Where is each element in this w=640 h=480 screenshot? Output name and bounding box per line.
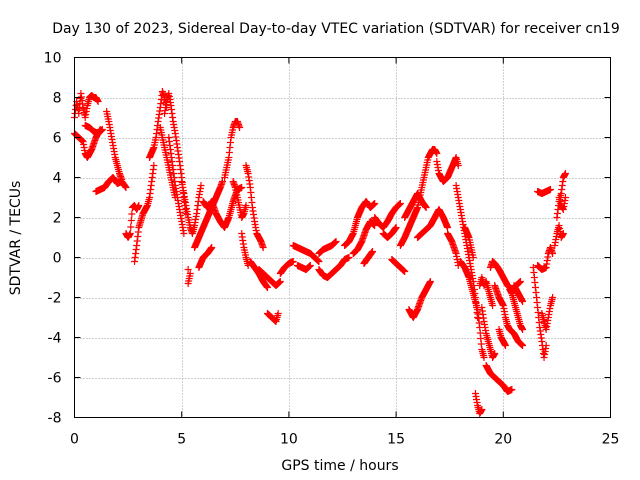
y-tick-label: 4 [53,171,62,187]
x-tick-label: 10 [280,432,298,448]
y-tick-label: -8 [48,411,62,427]
x-tick-label: 5 [177,432,186,448]
y-tick-label: 2 [53,211,62,227]
series-markers [71,88,569,417]
x-tick-label: 0 [70,432,79,448]
y-tick-label: 6 [53,131,62,147]
x-tick-label: 15 [387,432,405,448]
y-tick-label: -6 [48,371,62,387]
y-tick-label: 0 [53,251,62,267]
y-tick-label: 8 [53,91,62,107]
data-points [71,88,569,417]
axis-ticks: 0 5 10 15 20 25 -8 -6 -4 -2 0 2 4 6 8 10 [44,51,620,448]
grid-lines [74,57,611,418]
x-tick-label: 25 [602,432,620,448]
chart-title: Day 130 of 2023, Sidereal Day-to-day VTE… [52,21,620,37]
x-tick-label: 20 [494,432,512,448]
plot-frame [74,57,611,418]
y-axis-label: SDTVAR / TECUs [8,181,24,296]
y-tick-label: -2 [48,291,62,307]
y-tick-label: -4 [48,331,62,347]
y-tick-label: 10 [44,51,62,67]
x-axis-label: GPS time / hours [281,458,398,474]
